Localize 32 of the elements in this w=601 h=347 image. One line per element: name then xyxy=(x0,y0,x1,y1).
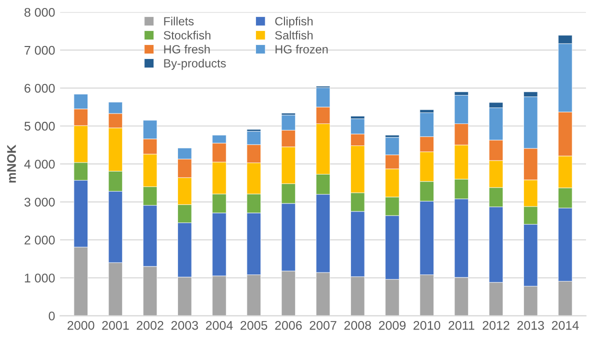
y-tick-label: 7 000 xyxy=(24,46,55,55)
x-tick-label: 2005 xyxy=(240,320,268,330)
y-tick-label: 2 000 xyxy=(24,236,55,245)
x-tick-label: 2006 xyxy=(275,320,302,330)
legend-label: Saltfish xyxy=(275,30,313,40)
x-tick-label: 2001 xyxy=(102,320,129,330)
x-tick-label: 2012 xyxy=(482,320,510,330)
x-tick-label: 2004 xyxy=(206,320,233,330)
x-tick-label: 2008 xyxy=(344,320,371,330)
legend-label: Fillets xyxy=(164,16,194,26)
x-tick-label: 2002 xyxy=(136,320,164,330)
legend-label: HG frozen xyxy=(276,44,328,54)
y-axis-title: mNOK xyxy=(7,144,16,183)
x-tick-label: 2000 xyxy=(68,320,94,330)
y-tick-label: 4 000 xyxy=(24,160,55,169)
x-tick-label: 2007 xyxy=(310,320,336,330)
legend-label: HG fresh xyxy=(164,44,210,54)
x-tick-label: 2014 xyxy=(552,320,579,330)
x-tick-label: 2003 xyxy=(171,320,198,330)
legend-label: Clipfish xyxy=(275,16,313,28)
x-tick-label: 2009 xyxy=(378,320,406,330)
legend-label: By-products xyxy=(164,58,226,70)
y-tick-label: 6 000 xyxy=(24,84,55,93)
y-tick-label: 1 000 xyxy=(24,274,55,282)
x-tick-label: 2010 xyxy=(414,320,440,330)
x-tick-label: 2013 xyxy=(517,320,544,330)
y-tick-label: 0 xyxy=(48,312,55,320)
y-tick-label: 8 000 xyxy=(24,8,55,17)
y-tick-label: 3 000 xyxy=(24,198,55,207)
y-tick-label: 5 000 xyxy=(24,122,55,131)
legend-label: Stockfish xyxy=(164,30,210,40)
x-tick-label: 2011 xyxy=(448,320,474,330)
